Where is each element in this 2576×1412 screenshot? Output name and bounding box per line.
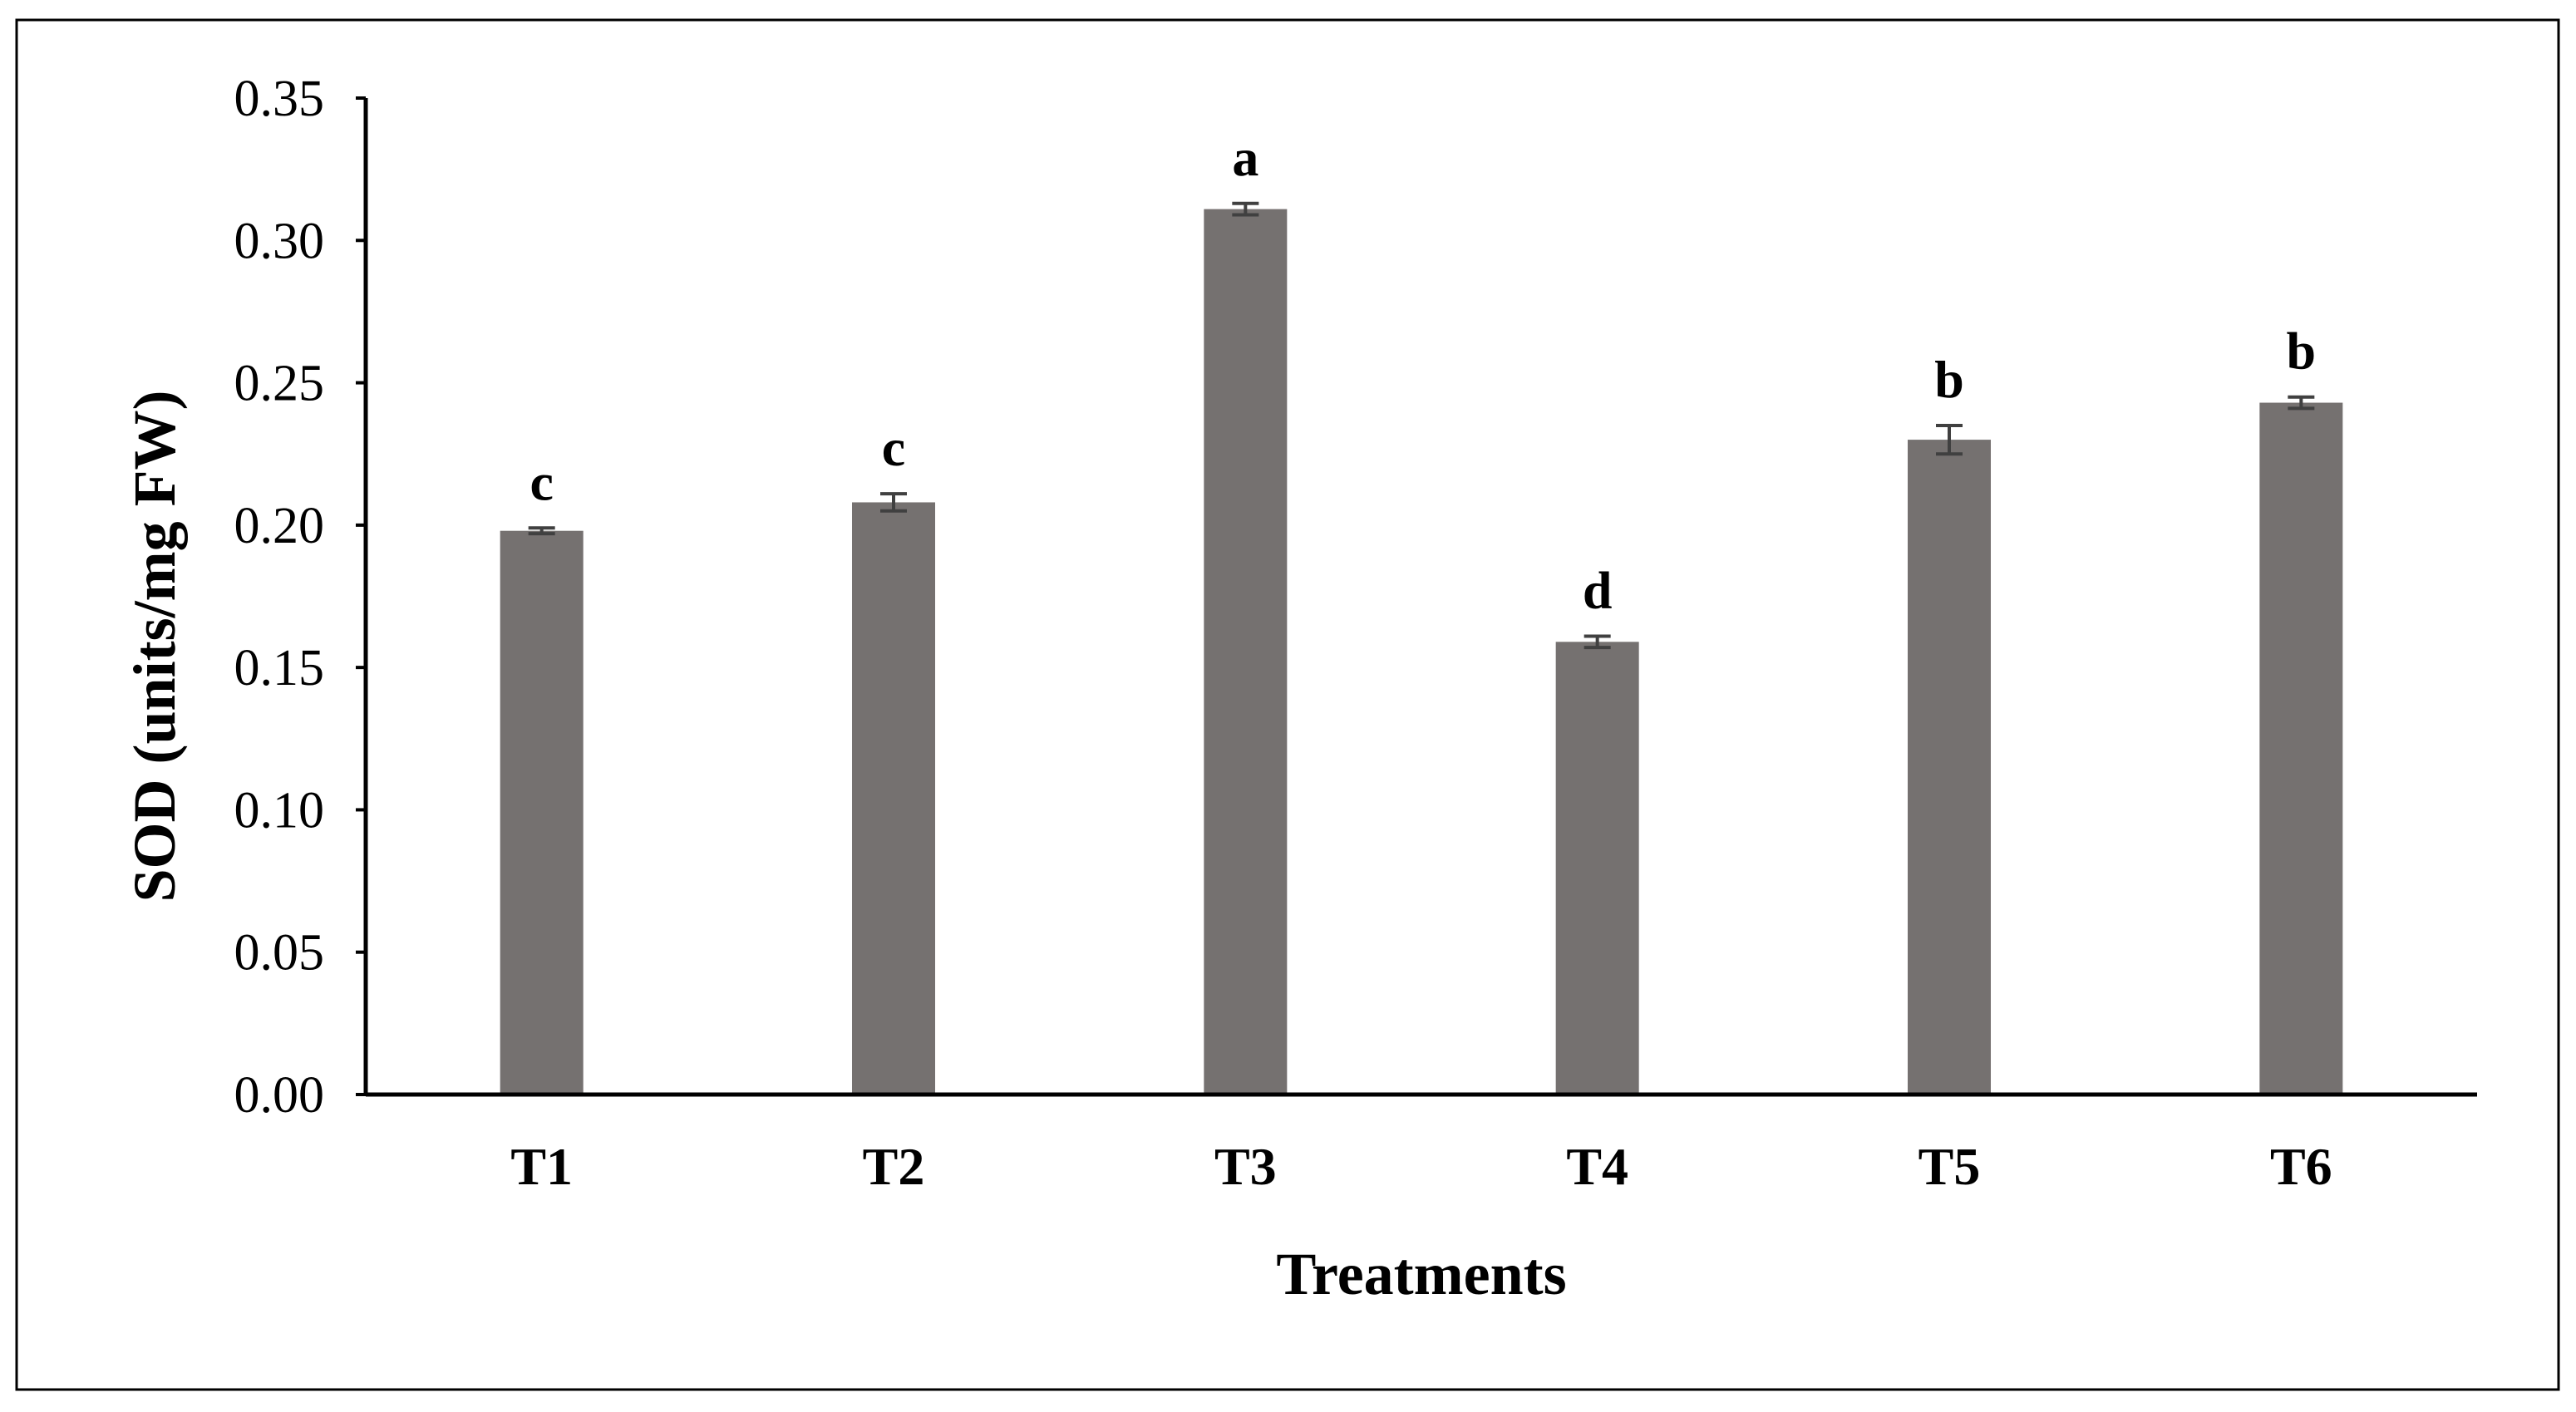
error-bar-t2 <box>880 492 907 513</box>
bar-t6 <box>2259 402 2343 1095</box>
x-axis-title: Treatments <box>1276 1241 1566 1307</box>
bar-t1 <box>500 530 584 1095</box>
bar-t2 <box>852 502 935 1095</box>
significance-letter-t1: c <box>529 452 553 511</box>
significance-letters: c c a d b b <box>529 128 2316 620</box>
x-tick-label-t2: T2 <box>863 1137 925 1196</box>
significance-letter-t3: a <box>1232 128 1258 187</box>
error-bar-t4 <box>1584 634 1611 650</box>
x-tick-label-t4: T4 <box>1566 1137 1628 1196</box>
error-bar-t5 <box>1936 423 1963 456</box>
bar-t3 <box>1204 209 1288 1095</box>
error-bars <box>528 201 2315 650</box>
significance-letter-t2: c <box>882 418 905 477</box>
y-tick-label: 0.05 <box>234 925 325 982</box>
y-tick-label: 0.35 <box>234 71 325 127</box>
y-tick-label: 0.30 <box>234 213 325 269</box>
y-axis-ticks: 0.00 0.05 0.10 0.15 0.20 0.25 0.30 0.35 <box>234 71 366 1124</box>
bars <box>500 209 2343 1095</box>
y-tick-label: 0.15 <box>234 640 325 696</box>
y-tick-label: 0.10 <box>234 782 325 839</box>
x-tick-label-t6: T6 <box>2270 1137 2332 1196</box>
x-tick-label-t3: T3 <box>1214 1137 1277 1196</box>
error-bar-t6 <box>2288 395 2315 411</box>
chart-frame <box>15 18 2560 1391</box>
bar-t5 <box>1908 440 1991 1095</box>
x-tick-label-t5: T5 <box>1918 1137 1981 1196</box>
significance-letter-t4: d <box>1583 560 1613 619</box>
significance-letter-t5: b <box>1934 350 1964 409</box>
x-axis-labels: T1 T2 T3 T4 T5 T6 <box>510 1137 2332 1196</box>
y-tick-label: 0.25 <box>234 356 325 412</box>
significance-letter-t6: b <box>2287 322 2317 381</box>
bar-t4 <box>1555 642 1639 1095</box>
y-tick-label: 0.20 <box>234 498 325 554</box>
y-tick-label: 0.00 <box>234 1067 325 1124</box>
y-axis-title: SOD (units/mg FW) <box>121 390 188 902</box>
error-bar-t3 <box>1232 201 1259 217</box>
error-bar-t1 <box>528 526 555 536</box>
x-tick-label-t1: T1 <box>510 1137 573 1196</box>
